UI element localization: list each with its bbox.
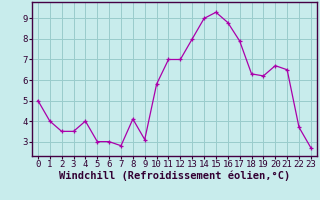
X-axis label: Windchill (Refroidissement éolien,°C): Windchill (Refroidissement éolien,°C) (59, 171, 290, 181)
